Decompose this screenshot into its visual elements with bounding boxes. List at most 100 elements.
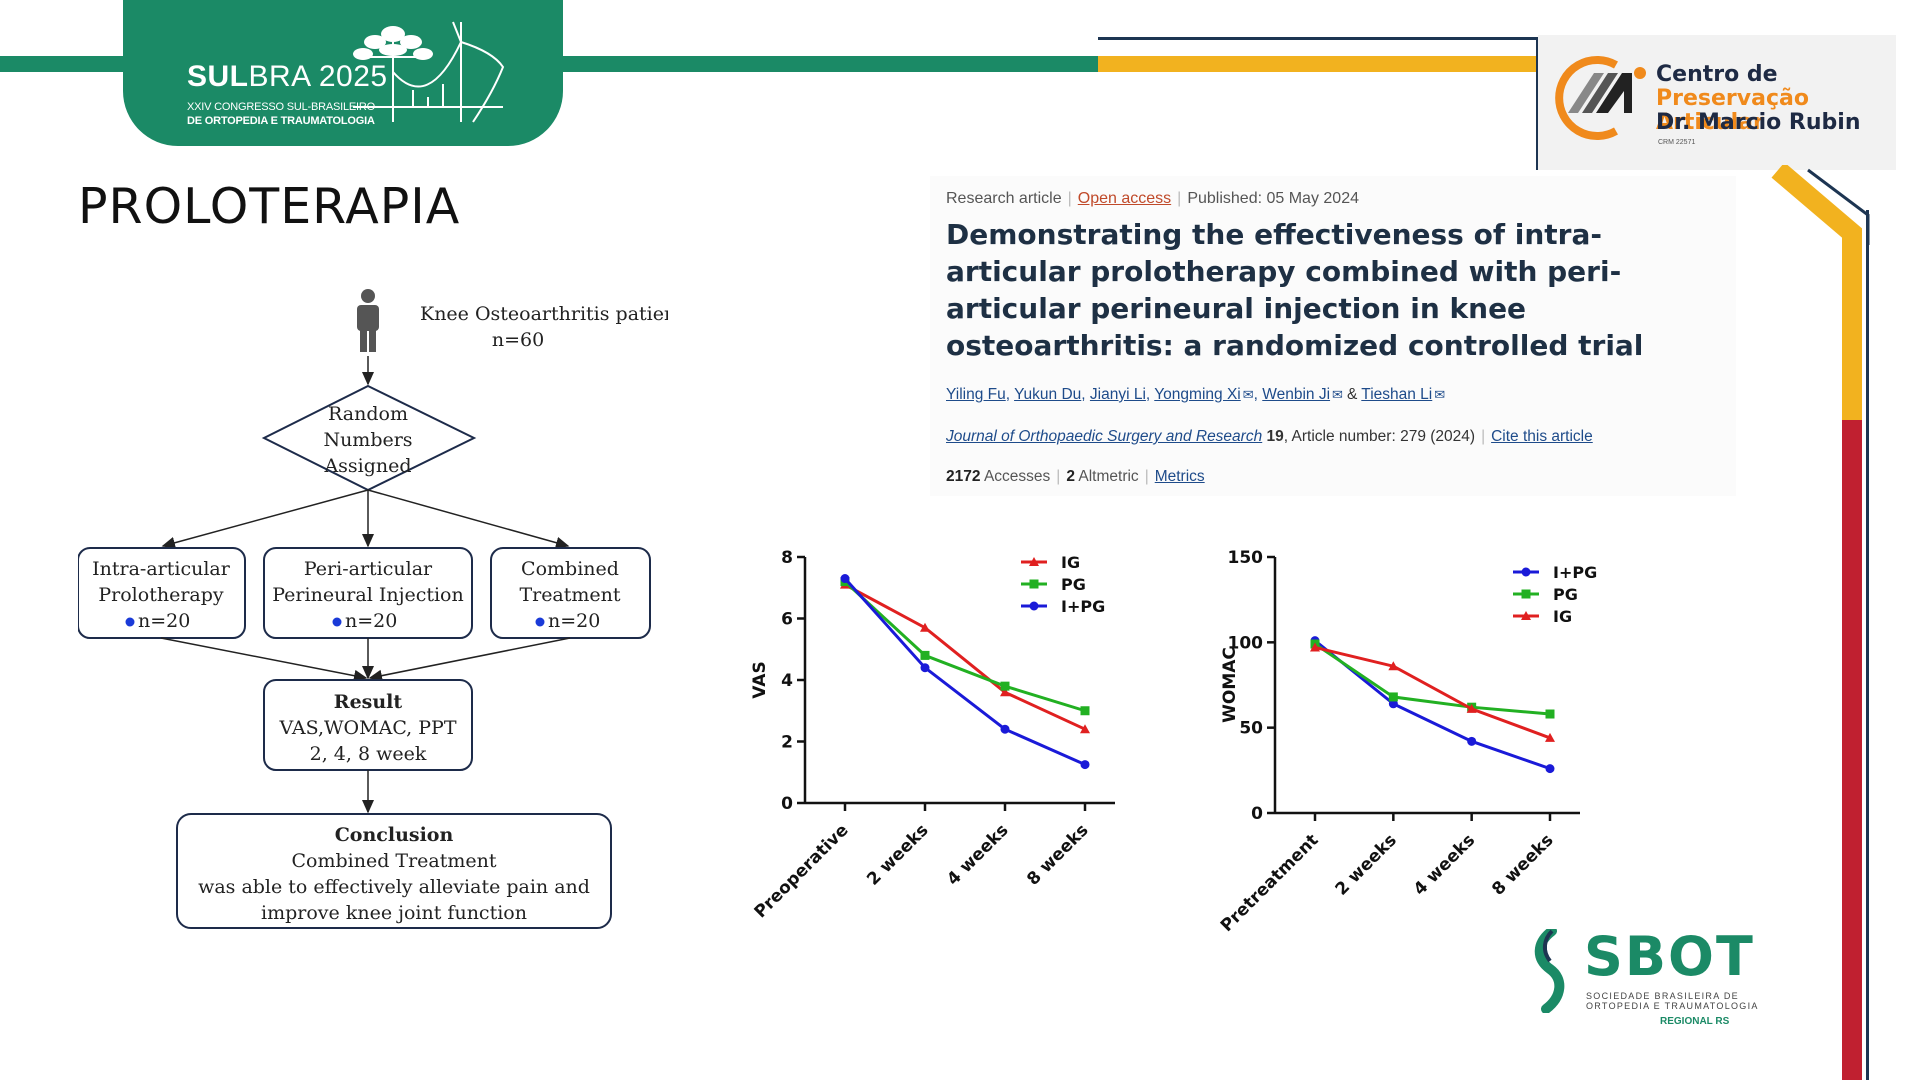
group3-line-2: Treatment <box>519 584 620 606</box>
corner-stripes <box>1771 165 1870 245</box>
conclusion-box <box>176 813 612 929</box>
sbot-subtitle-1: SOCIEDADE BRASILEIRA DE <box>1586 991 1739 1001</box>
data-point <box>1466 703 1477 713</box>
clinic-name-line-2: Preservação Articular <box>1656 86 1809 135</box>
y-tick-label: 8 <box>781 548 793 568</box>
patients-label: Knee Osteoarthritis patients <box>420 303 668 325</box>
group1-count: n=20 <box>138 610 190 632</box>
article-title: Demonstrating the effectiveness of intra… <box>946 218 1644 362</box>
conclusion-line-2: Combined Treatment <box>291 850 496 872</box>
group3-dot-icon <box>535 617 545 627</box>
sbot-logo: SBOT SOCIEDADE BRASILEIRA DE ORTOPEDIA E… <box>1532 925 1757 1035</box>
x-tick-label: 4 weeks <box>1410 830 1479 899</box>
sbot-regional: REGIONAL RS <box>1660 1016 1730 1027</box>
author-link[interactable]: Yiling Fu <box>946 386 1006 403</box>
altmetric-value: 2 <box>1066 468 1075 485</box>
group3-line-1: Combined <box>521 558 619 580</box>
series-line <box>843 580 1086 713</box>
x-tick-label: 2 weeks <box>863 820 932 889</box>
mail-icon[interactable]: ✉ <box>1242 387 1254 402</box>
legend-marker <box>1029 557 1039 566</box>
right-navy-line <box>1866 210 1869 1080</box>
vas-chart: 0 2 4 6 8 Preoperative 2 weeks 4 weeks 8 weeks VA… <box>750 548 1115 922</box>
group-box-combined <box>490 547 651 639</box>
patients-count: n=60 <box>492 329 544 351</box>
x-tick-label: 8 weeks <box>1488 830 1557 899</box>
article-type: Research article <box>946 190 1062 207</box>
data-point <box>1080 724 1090 734</box>
legend-marker <box>1521 611 1531 620</box>
conclusion-line-3: was able to effectively alleviate pain a… <box>198 876 590 898</box>
series-line <box>1314 642 1551 716</box>
series-line <box>1314 645 1551 740</box>
data-point <box>920 650 930 660</box>
result-line-2: VAS,WOMAC, PPT <box>279 717 457 739</box>
clinic-logo: Centro de Preservação Articular Dr. Marc… <box>1538 35 1896 170</box>
metrics-line: 2172 Accesses | 2 Altmetric | Metrics <box>946 468 1205 485</box>
y-tick-label: 6 <box>781 610 793 630</box>
group2-count: n=20 <box>345 610 397 632</box>
legend-label: PG <box>1553 585 1578 604</box>
data-point <box>1080 706 1090 716</box>
y-tick-label: 150 <box>1228 548 1264 568</box>
group1-line-1: Intra-articular <box>92 558 231 580</box>
author-link[interactable]: Yongming Xi <box>1154 386 1241 403</box>
author-link[interactable]: Wenbin Ji <box>1262 386 1331 403</box>
sbot-subtitle-2: ORTOPEDIA E TRAUMATOLOGIA <box>1586 1001 1759 1011</box>
journal-volume: 19 <box>1266 428 1284 445</box>
legend-label: IG <box>1553 607 1572 626</box>
sulbra-subtitle-1: XXIV CONGRESSO SUL-BRASILEIRO <box>187 101 375 113</box>
group3-count: n=20 <box>548 610 600 632</box>
x-tick-label: Pretreatment <box>1217 830 1323 935</box>
sbot-wordmark: SBOT <box>1584 925 1755 988</box>
sulbra-logo: SULBRA 2025 XXIV CONGRESSO SUL-BRASILEIR… <box>123 0 563 146</box>
clinic-name-line-1: Centro de <box>1656 62 1778 87</box>
legend-marker <box>1029 601 1039 611</box>
right-gold-stripe <box>1842 230 1862 420</box>
clinic-name-line-3: Dr. Marcio Rubin <box>1656 110 1861 135</box>
data-point <box>840 574 850 584</box>
y-axis-label: WOMAC <box>1220 647 1240 723</box>
data-point <box>1000 681 1010 691</box>
x-tick-label: Preoperative <box>751 820 853 922</box>
x-tick-label: 4 weeks <box>943 820 1012 889</box>
x-tick-label: 2 weeks <box>1332 830 1401 899</box>
data-point <box>1545 764 1555 774</box>
series-line <box>844 583 1086 731</box>
y-tick-label: 4 <box>781 671 793 691</box>
sulbra-title: SULBRA 2025 <box>187 60 388 93</box>
clinic-logo-icon <box>1555 56 1646 140</box>
data-point <box>1545 732 1555 742</box>
author-link[interactable]: Jianyi Li <box>1089 386 1146 403</box>
mail-icon[interactable]: ✉ <box>1332 387 1343 402</box>
random-line-3: Assigned <box>323 455 411 477</box>
journal-link[interactable]: Journal of Orthopaedic Surgery and Resea… <box>946 428 1263 445</box>
article-number: , Article number: 279 (2024) <box>1283 428 1476 445</box>
clinic-divider <box>1536 37 1538 170</box>
header-navy-line <box>1098 37 1538 40</box>
result-title: Result <box>334 691 403 713</box>
random-line-2: Numbers <box>323 429 412 451</box>
study-flowchart: Knee Osteoarthritis patients n=60 Random… <box>78 289 668 929</box>
author-list: Yiling Fu, Yukun Du, Jianyi Li, Yongming… <box>946 386 1446 403</box>
metrics-link[interactable]: Metrics <box>1154 468 1205 485</box>
article-meta: Research article | Open access | Published: … <box>946 190 1359 207</box>
open-access-link[interactable]: Open access <box>1077 190 1172 207</box>
data-point <box>1388 699 1398 709</box>
sbot-symbol-icon <box>1534 929 1565 1013</box>
cite-link[interactable]: Cite this article <box>1491 428 1593 445</box>
series-line <box>1314 639 1551 771</box>
legend-label: I+PG <box>1553 563 1597 582</box>
legend-marker <box>1029 579 1039 589</box>
sulbra-subtitle-2: DE ORTOPEDIA E TRAUMATOLOGIA <box>187 115 375 127</box>
author-link[interactable]: Yukun Du <box>1014 386 1082 403</box>
legend-label: PG <box>1061 575 1086 594</box>
data-point <box>920 663 930 673</box>
y-tick-label: 50 <box>1239 719 1263 739</box>
random-line-1: Random <box>328 403 408 425</box>
series-line <box>843 577 1086 766</box>
mail-icon[interactable]: ✉ <box>1434 387 1446 402</box>
author-link[interactable]: Tieshan Li <box>1361 386 1433 403</box>
data-point <box>1310 642 1320 652</box>
accesses-value: 2172 <box>946 468 981 485</box>
